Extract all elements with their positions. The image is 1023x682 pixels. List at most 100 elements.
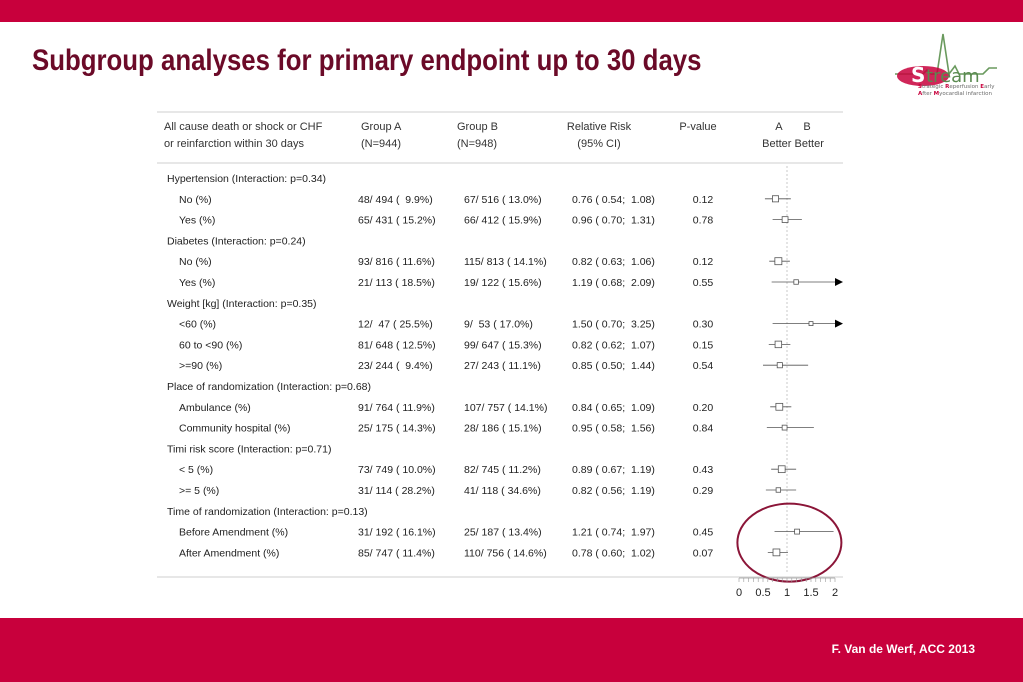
group-b-events: 107/ 757 ( 14.1%) (464, 402, 547, 414)
group-a-events: 73/ 749 ( 10.0%) (358, 464, 436, 476)
point-estimate (808, 321, 814, 326)
stream-logo-graphic: S tream (895, 33, 997, 87)
header-rr-ci: (95% CI) (577, 138, 620, 150)
x-tick-label: 2 (832, 587, 838, 599)
relative-risk-ci: 0.82 ( 0.56; 1.19) (572, 485, 655, 497)
group-a-events: 31/ 192 ( 16.1%) (358, 527, 436, 539)
relative-risk-ci: 1.19 ( 0.68; 2.09) (572, 277, 655, 289)
p-value: 0.15 (693, 339, 714, 351)
logo-tream-text: tream (926, 66, 980, 87)
p-value: 0.12 (693, 194, 714, 206)
group-b-events: 67/ 516 ( 13.0%) (464, 194, 542, 206)
group-a-events: 93/ 816 ( 11.6%) (358, 256, 435, 268)
header-p-value: P-value (679, 121, 716, 133)
point-estimate (774, 340, 783, 349)
group-b-events: 115/ 813 ( 14.1%) (464, 256, 547, 268)
group-b-events: 66/ 412 ( 15.9%) (464, 215, 542, 227)
header-group-a-n: (N=944) (361, 138, 401, 150)
subgroup-row-label: 60 to <90 (%) (179, 339, 242, 351)
slide-title: Subgroup analyses for primary endpoint u… (32, 44, 702, 77)
group-a-events: 12/ 47 ( 25.5%) (358, 319, 433, 331)
p-value: 0.45 (693, 527, 714, 539)
point-estimate (781, 216, 789, 223)
subgroup-heading: Diabetes (Interaction: p=0.24) (167, 235, 306, 247)
point-estimate (776, 362, 783, 369)
logo-subtitle-line: After Myocardial infarction (918, 91, 993, 97)
subgroup-row-label: Ambulance (%) (179, 402, 251, 414)
group-a-events: 85/ 747 ( 11.4%) (358, 547, 435, 559)
header-group-a: Group A (361, 121, 402, 133)
relative-risk-ci: 1.21 ( 0.74; 1.97) (572, 527, 655, 539)
point-estimate (794, 528, 800, 535)
x-tick-label: 1 (784, 587, 790, 599)
relative-risk-ci: 0.84 ( 0.65; 1.09) (572, 402, 655, 414)
group-b-events: 28/ 186 ( 15.1%) (464, 423, 542, 435)
group-a-events: 31/ 114 ( 28.2%) (358, 485, 435, 497)
subgroup-row-label: Yes (%) (179, 277, 215, 289)
group-b-events: 27/ 243 ( 11.1%) (464, 360, 541, 372)
x-tick-label: 0 (736, 587, 742, 599)
logo-s-letter: S (911, 63, 925, 87)
relative-risk-ci: 0.96 ( 0.70; 1.31) (572, 215, 655, 227)
subgroup-row-label: <60 (%) (179, 319, 216, 331)
subgroup-row-label: < 5 (%) (179, 464, 213, 476)
point-estimate (775, 402, 784, 411)
header-relative-risk: Relative Risk (567, 121, 632, 133)
group-a-events: 91/ 764 ( 11.9%) (358, 402, 435, 414)
relative-risk-ci: 1.50 ( 0.70; 3.25) (572, 319, 655, 331)
relative-risk-ci: 0.78 ( 0.60; 1.02) (572, 547, 655, 559)
group-b-events: 19/ 122 ( 15.6%) (464, 277, 542, 289)
footer-credit: F. Van de Werf, ACC 2013 (831, 642, 975, 656)
group-b-events: 110/ 756 ( 14.6%) (464, 547, 547, 559)
highlight-circle (736, 502, 843, 583)
logo-subtitle: Strategic Reperfusion Early After Myocard… (918, 84, 994, 98)
logo-subtitle-line: Strategic Reperfusion Early (918, 84, 995, 90)
relative-risk-ci: 0.95 ( 0.58; 1.56) (572, 423, 655, 435)
p-value: 0.43 (693, 464, 714, 476)
p-value: 0.29 (693, 485, 714, 497)
p-value: 0.84 (693, 423, 714, 435)
subgroup-heading: Hypertension (Interaction: p=0.34) (167, 173, 326, 185)
p-value: 0.55 (693, 277, 714, 289)
subgroup-row-label: No (%) (179, 256, 212, 268)
p-value: 0.54 (693, 360, 714, 372)
subgroup-heading: Timi risk score (Interaction: p=0.71) (167, 443, 331, 455)
relative-risk-ci: 0.76 ( 0.54; 1.08) (572, 194, 655, 206)
subgroup-heading: Weight [kg] (Interaction: p=0.35) (167, 298, 317, 310)
ci-overflow-arrow (835, 319, 843, 328)
x-tick-label: 0.5 (755, 587, 770, 599)
subgroup-row-label: >=90 (%) (179, 360, 222, 372)
subgroup-row-label: Community hospital (%) (179, 423, 290, 435)
point-estimate (774, 257, 783, 266)
group-a-events: 65/ 431 ( 15.2%) (358, 215, 436, 227)
relative-risk-ci: 0.82 ( 0.62; 1.07) (572, 339, 655, 351)
point-estimate (781, 424, 788, 431)
forest-plot-table: All cause death or shock or CHF or reinfa… (157, 110, 847, 599)
relative-risk-ci: 0.82 ( 0.63; 1.06) (572, 256, 655, 268)
point-estimate (793, 279, 799, 285)
group-b-events: 82/ 745 ( 11.2%) (464, 464, 541, 476)
header-a-b: A B (775, 121, 810, 133)
relative-risk-ci: 0.85 ( 0.50; 1.44) (572, 360, 655, 372)
header-group-b: Group B (457, 121, 498, 133)
group-a-events: 21/ 113 ( 18.5%) (358, 277, 435, 289)
group-b-events: 25/ 187 ( 13.4%) (464, 527, 542, 539)
subgroup-row-label: No (%) (179, 194, 212, 206)
p-value: 0.07 (693, 547, 714, 559)
group-b-events: 99/ 647 ( 15.3%) (464, 339, 542, 351)
header-group-b-n: (N=948) (457, 138, 497, 150)
bottom-accent-bar: F. Van de Werf, ACC 2013 (0, 618, 1023, 682)
p-value: 0.20 (693, 402, 714, 414)
group-b-events: 41/ 118 ( 34.6%) (464, 485, 541, 497)
group-a-events: 23/ 244 ( 9.4%) (358, 360, 433, 372)
p-value: 0.78 (693, 215, 714, 227)
header-outcome-line1: All cause death or shock or CHF (164, 121, 323, 133)
subgroup-row-label: Before Amendment (%) (179, 527, 288, 539)
subgroup-row-label: After Amendment (%) (179, 547, 279, 559)
header-better-better: Better Better (762, 138, 824, 150)
header-outcome-line2: or reinfarction within 30 days (164, 138, 305, 150)
point-estimate (772, 548, 781, 557)
point-estimate (775, 487, 782, 493)
forest-plot-svg: All cause death or shock or CHF or reinfa… (157, 111, 843, 599)
p-value: 0.12 (693, 256, 714, 268)
